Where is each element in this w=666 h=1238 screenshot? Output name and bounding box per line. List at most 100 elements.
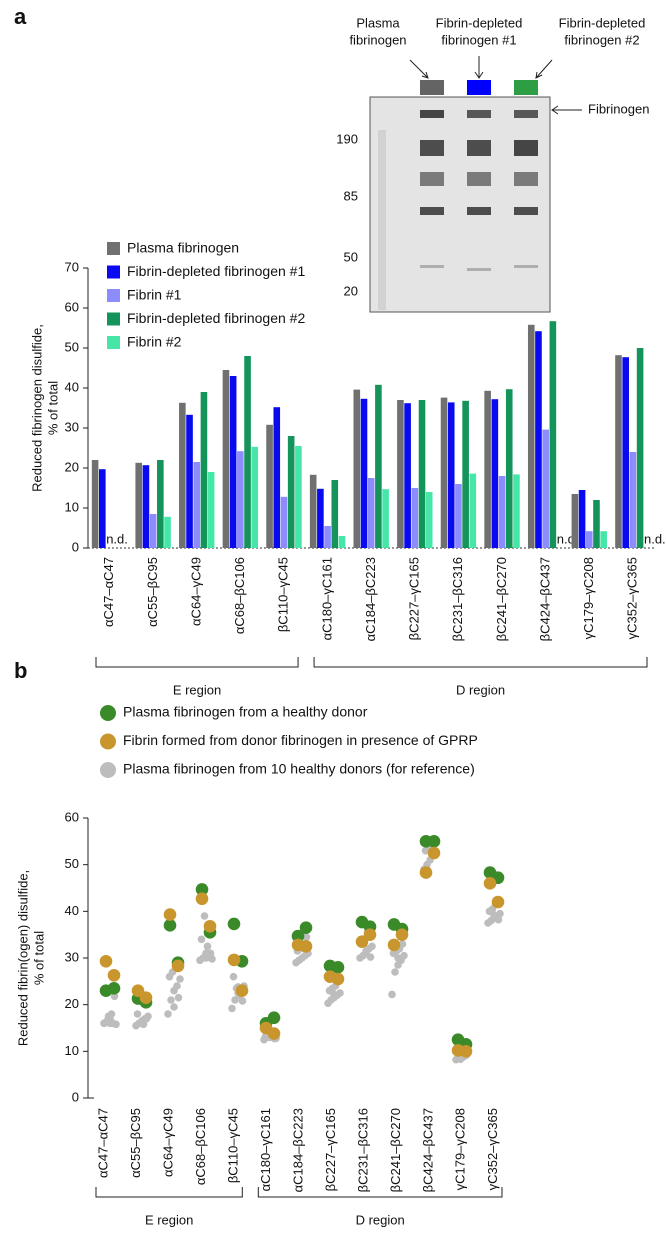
point <box>228 918 241 931</box>
bar <box>361 399 368 548</box>
y-tick-label: 40 <box>65 379 79 394</box>
point <box>362 947 370 955</box>
lane-color <box>514 80 538 95</box>
point <box>364 928 377 941</box>
point <box>332 973 345 986</box>
bar <box>542 430 549 548</box>
marker-label: 190 <box>336 131 358 146</box>
legend-marker <box>100 705 116 721</box>
bar <box>470 474 477 548</box>
bar <box>492 399 499 548</box>
bar <box>266 425 273 548</box>
lane-label: fibrinogen <box>349 32 406 47</box>
bar <box>99 469 106 548</box>
bar <box>426 492 433 548</box>
lane-label: Fibrin-depleted <box>436 15 523 30</box>
point <box>420 866 433 879</box>
point <box>173 982 181 990</box>
bar <box>143 465 150 548</box>
legend-label: Plasma fibrinogen from a healthy donor <box>123 704 368 720</box>
group-label: D region <box>456 682 505 697</box>
y-tick-label: 60 <box>65 299 79 314</box>
x-tick-label: βC424–βC437 <box>420 1108 435 1192</box>
y-tick-label: 40 <box>65 903 79 918</box>
bar <box>237 451 244 548</box>
bar <box>455 484 462 548</box>
point <box>170 1003 178 1011</box>
x-tick-label: αC55–βC95 <box>145 557 160 627</box>
point <box>230 973 238 981</box>
bar <box>579 490 586 548</box>
x-tick-label: αC68–βC106 <box>232 557 247 634</box>
point <box>300 940 313 953</box>
point <box>490 911 498 919</box>
bar <box>375 385 382 548</box>
group-bracket <box>96 1187 242 1197</box>
y-tick-label: 50 <box>65 339 79 354</box>
bar <box>462 401 469 548</box>
legend-label: Plasma fibrinogen from 10 healthy donors… <box>123 761 475 777</box>
point <box>176 975 184 983</box>
bar <box>615 355 622 548</box>
point <box>167 996 175 1004</box>
point <box>330 991 338 999</box>
point <box>268 1027 281 1040</box>
point <box>196 892 209 905</box>
lane-label: fibrinogen #1 <box>441 32 516 47</box>
bar <box>637 348 644 548</box>
bar <box>382 489 389 548</box>
legend-label: Fibrin #2 <box>127 334 182 350</box>
point <box>138 1017 146 1025</box>
point <box>204 943 212 951</box>
bar <box>339 536 346 548</box>
bar <box>586 531 593 548</box>
legend-swatch <box>107 266 120 279</box>
bar <box>535 331 542 548</box>
point <box>428 847 441 860</box>
bar <box>317 489 324 548</box>
bar <box>397 400 404 548</box>
y-tick-label: 30 <box>65 949 79 964</box>
x-tick-label: αC55–βC95 <box>128 1108 143 1178</box>
band-label: Fibrinogen <box>588 101 649 116</box>
x-tick-label: βC424–βC437 <box>537 557 552 641</box>
y-tick-label: 20 <box>65 996 79 1011</box>
bar <box>179 403 186 548</box>
x-tick-label: αC184–βC223 <box>290 1108 305 1192</box>
lane-label: Plasma <box>356 15 400 30</box>
point <box>108 1010 116 1018</box>
x-tick-label: βC241–βC270 <box>494 557 509 641</box>
bar <box>92 460 99 548</box>
bar <box>273 407 280 548</box>
group-bracket <box>96 657 298 667</box>
x-tick-label: αC64–γC49 <box>188 557 203 626</box>
legend-swatch <box>107 242 120 255</box>
figure: a b PlasmafibrinogenFibrin-depletedfibri… <box>0 0 666 1238</box>
x-tick-label: βC241–βC270 <box>388 1108 403 1192</box>
bar <box>157 460 164 548</box>
point <box>388 939 401 952</box>
bar <box>499 476 506 548</box>
bar <box>630 452 637 548</box>
point <box>228 954 241 967</box>
bar <box>331 480 338 548</box>
x-tick-label: αC68–βC106 <box>193 1108 208 1185</box>
x-tick-label: αC47–αC47 <box>96 1108 111 1178</box>
x-tick-label: γC179–γC208 <box>453 1108 468 1190</box>
point <box>367 953 375 961</box>
bar <box>288 436 295 548</box>
bar <box>324 526 331 548</box>
legend-marker <box>100 734 116 750</box>
gel-image <box>370 97 550 312</box>
group-label: E region <box>173 682 221 697</box>
legend-label: Fibrin-depleted fibrinogen #1 <box>127 263 305 279</box>
bar <box>572 494 579 548</box>
legend-marker <box>100 762 116 778</box>
point <box>164 1010 172 1018</box>
legend-label: Fibrin formed from donor fibrinogen in p… <box>123 732 478 748</box>
bar <box>600 531 607 548</box>
point <box>198 936 206 944</box>
y-axis-label: Reduced fibrinogen disulfide, <box>29 324 44 492</box>
y-tick-label: 50 <box>65 856 79 871</box>
bar <box>484 391 491 548</box>
